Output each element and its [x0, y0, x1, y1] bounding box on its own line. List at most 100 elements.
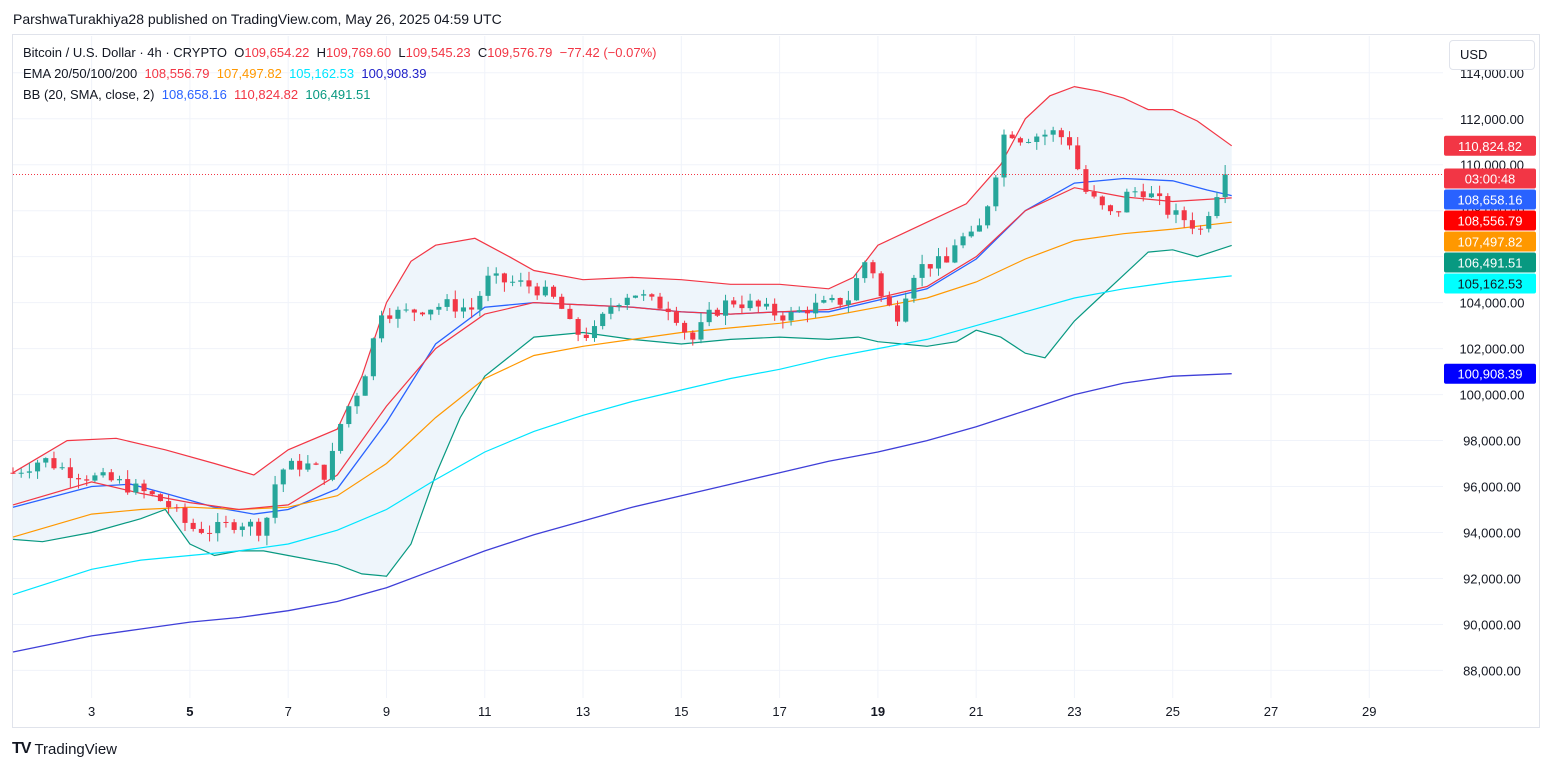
- currency-button[interactable]: USD: [1449, 40, 1535, 70]
- x-tick-label: 21: [969, 704, 983, 719]
- candle-body-65: [542, 286, 548, 296]
- candle-body-81: [673, 312, 679, 323]
- price-tag-bg: [1444, 252, 1536, 273]
- candle-body-9: [84, 479, 90, 481]
- candle-body-7: [67, 467, 73, 479]
- tradingview-logo[interactable]: TV TradingView: [12, 740, 117, 758]
- y-tick-label: 102,000.00: [1459, 342, 1524, 357]
- x-tick-label: 23: [1067, 704, 1081, 719]
- candle-body-87: [723, 300, 729, 316]
- candle-body-112: [927, 264, 933, 269]
- y-tick-label: 94,000.00: [1463, 526, 1521, 541]
- price-tag-text: 108,658.16: [1457, 193, 1522, 208]
- candle-body-131: [1083, 169, 1089, 192]
- candle-body-134: [1107, 205, 1114, 212]
- candle-body-118: [976, 225, 982, 232]
- candle-body-21: [182, 507, 188, 523]
- candle-body-18: [157, 494, 163, 502]
- candle-body-82: [682, 322, 688, 333]
- candle-body-12: [108, 472, 114, 481]
- candle-body-19: [166, 501, 172, 508]
- candle-body-146: [1206, 216, 1212, 229]
- legend-ema-row[interactable]: EMA 20/50/100/200 108,556.79 107,497.82 …: [23, 66, 426, 81]
- candle-body-139: [1148, 193, 1154, 198]
- legend-bb-row[interactable]: BB (20, SMA, close, 2) 108,658.16 110,82…: [23, 87, 370, 102]
- candle-body-24: [207, 532, 213, 534]
- x-tick-label: 17: [772, 704, 786, 719]
- candle-body-77: [641, 294, 647, 296]
- candle-body-29: [247, 521, 254, 527]
- legend-symbol-row[interactable]: Bitcoin / U.S. Dollar · 4h · CRYPTO O109…: [23, 45, 656, 60]
- legend-change: −77.42 (−0.07%): [559, 45, 657, 60]
- candle-body-132: [1091, 191, 1097, 197]
- candle-body-80: [665, 308, 671, 313]
- y-tick-label: 100,000.00: [1459, 388, 1524, 403]
- candle-body-20: [174, 507, 180, 509]
- candle-body-117: [968, 231, 974, 237]
- y-tick-label: 90,000.00: [1463, 617, 1521, 632]
- candle-body-44: [370, 338, 376, 377]
- candle-body-1: [18, 472, 24, 474]
- ema100-line: [12, 275, 1232, 596]
- candle-body-54: [452, 299, 458, 312]
- candle-body-93: [772, 303, 778, 316]
- candle-body-144: [1189, 220, 1195, 229]
- y-tick-label: 88,000.00: [1463, 663, 1521, 678]
- candle-body-33: [280, 469, 286, 485]
- candle-body-147: [1214, 197, 1220, 217]
- candle-body-107: [886, 296, 892, 306]
- candle-body-109: [903, 298, 909, 322]
- candle-body-120: [993, 177, 999, 207]
- tradingview-logo-icon: TV: [12, 740, 31, 757]
- bb-lower-line: [12, 244, 1232, 577]
- legend-c-label: C: [477, 45, 488, 60]
- y-tick-label: 96,000.00: [1463, 480, 1521, 495]
- candle-body-124: [1026, 141, 1032, 143]
- candle-body-110: [911, 277, 917, 299]
- candle-body-126: [1042, 134, 1048, 137]
- candle-body-78: [649, 294, 655, 297]
- price-tag-text: 106,491.51: [1457, 256, 1522, 271]
- candle-body-133: [1099, 196, 1105, 206]
- legend-ema200: 100,908.39: [361, 66, 427, 81]
- candle-body-55: [460, 307, 466, 312]
- x-tick-label: 11: [478, 704, 492, 719]
- candle-body-69: [575, 319, 581, 335]
- legend-ema50: 107,497.82: [216, 66, 282, 81]
- candle-body-79: [657, 296, 663, 309]
- candle-body-90: [747, 300, 753, 309]
- candle-body-130: [1075, 145, 1081, 170]
- candle-body-48: [403, 309, 409, 311]
- candle-body-15: [133, 483, 139, 493]
- x-tick-label: 7: [285, 704, 292, 719]
- legend-high: 109,769.60: [326, 45, 392, 60]
- price-tag-bg: [1444, 231, 1536, 252]
- candle-body-74: [616, 305, 622, 307]
- candle-body-111: [919, 264, 925, 278]
- legend-bb-lower: 106,491.51: [305, 87, 371, 102]
- candle-body-115: [952, 245, 958, 263]
- candle-body-34: [288, 460, 295, 470]
- legend-close: 109,576.79: [487, 45, 553, 60]
- legend-bb-upper: 110,824.82: [234, 87, 299, 102]
- x-tick-label: 13: [576, 704, 590, 719]
- candle-body-52: [436, 306, 442, 310]
- candle-body-51: [428, 309, 434, 315]
- ema200-line: [12, 373, 1232, 653]
- candle-body-59: [493, 273, 499, 276]
- candle-body-26: [223, 521, 229, 523]
- price-tag-bg: [1444, 135, 1536, 156]
- candle-body-128: [1058, 130, 1064, 138]
- candle-body-142: [1173, 210, 1179, 215]
- candle-body-105: [870, 262, 876, 274]
- price-tag-text: 107,497.82: [1457, 235, 1522, 250]
- bollinger-bands: [12, 85, 1233, 577]
- candle-body-71: [591, 326, 598, 339]
- candle-body-22: [190, 522, 196, 529]
- candle-body-86: [714, 309, 720, 316]
- price-labels: 110,824.82 03:00:48 108,658.16 108,556.79 10…: [1444, 135, 1536, 384]
- candle-body-114: [944, 256, 950, 263]
- candle-body-123: [1017, 138, 1023, 143]
- candle-body-60: [501, 273, 507, 283]
